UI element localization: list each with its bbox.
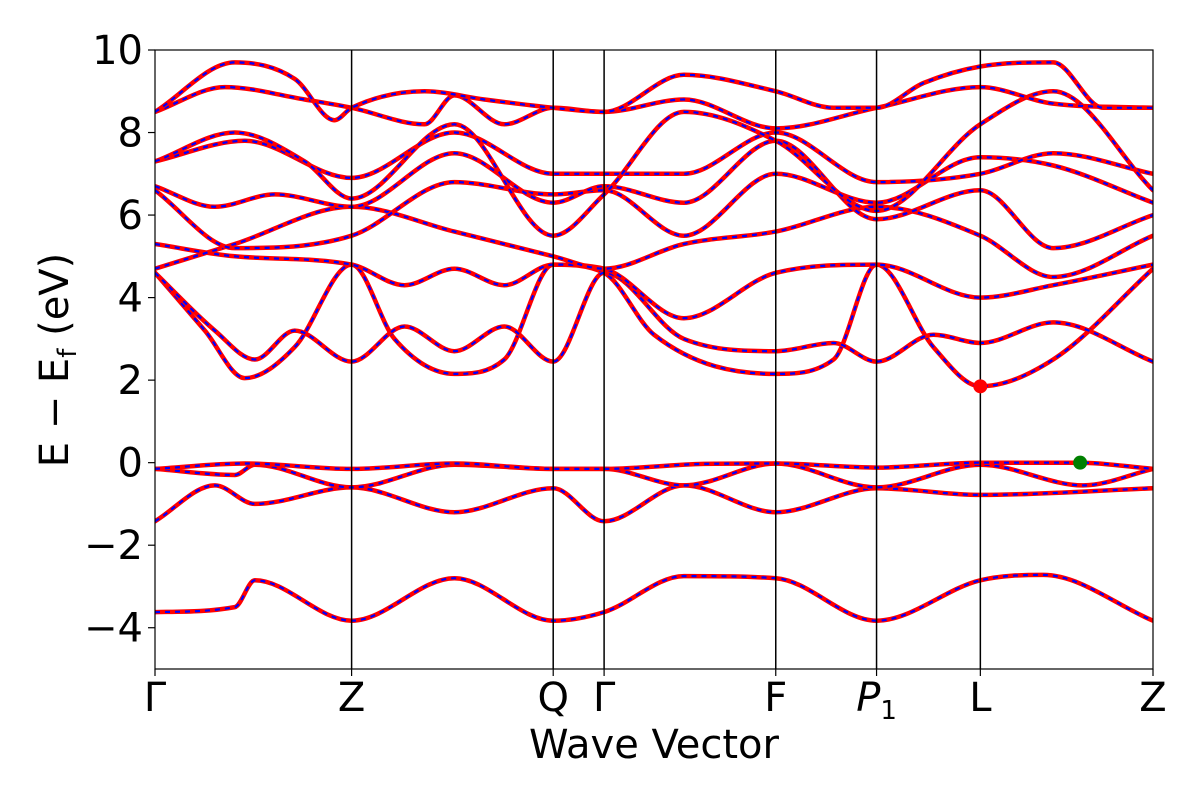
- y-tick-label: 10: [92, 28, 143, 74]
- band-line-blue: [155, 271, 1153, 363]
- band-line-blue: [155, 61, 1153, 122]
- band-line-blue: [155, 484, 1153, 523]
- band-line-red: [155, 204, 1153, 280]
- band-line-red: [155, 270, 1153, 364]
- high-symmetry-lines: [350, 50, 982, 669]
- band-line-blue: [155, 205, 1153, 279]
- band-line-red: [155, 262, 1153, 389]
- x-tick-label: F: [764, 675, 787, 721]
- band-line-red: [155, 572, 1153, 623]
- y-tick-label: 0: [118, 441, 143, 487]
- band-line-blue: [155, 85, 1153, 130]
- x-axis-ticks: Γ Z Q Γ F P1 L Z: [144, 669, 1167, 726]
- x-tick-label: Z: [338, 675, 365, 721]
- band-edge-marker: [973, 379, 988, 394]
- y-tick-label: 4: [118, 276, 143, 322]
- x-tick-label: Γ: [144, 675, 167, 721]
- y-tick-label: 6: [118, 193, 143, 239]
- y-axis-label-unit: (eV): [32, 253, 78, 349]
- x-tick-label: Z: [1139, 675, 1166, 721]
- band-line-red: [155, 483, 1153, 524]
- x-tick-label: Γ: [593, 675, 616, 721]
- band-edge-marker: [1073, 455, 1088, 470]
- x-tick-label: L: [969, 675, 992, 721]
- plot-frame: [154, 49, 1154, 670]
- x-axis-label: Wave Vector: [529, 722, 780, 768]
- band-line-red: [155, 89, 1153, 238]
- band-lines: [155, 60, 1153, 623]
- y-tick-label: −2: [84, 523, 143, 569]
- y-axis-ticks: −4 −2 0 2 4 6 8 10: [84, 28, 155, 652]
- band-line-blue: [155, 573, 1153, 622]
- band-line-blue: [155, 90, 1153, 237]
- y-tick-label: 2: [118, 358, 143, 404]
- y-axis-label: E − Ef (eV): [32, 253, 83, 468]
- y-tick-label: 8: [118, 111, 143, 157]
- x-tick-label: P1: [856, 675, 897, 726]
- y-axis-label-main: E − E: [32, 358, 78, 468]
- band-edge-markers: [973, 379, 1088, 470]
- y-axis-label-subscript: f: [53, 348, 83, 358]
- y-tick-label: −4: [84, 606, 143, 652]
- band-line-blue: [155, 263, 1153, 388]
- x-tick-label: Q: [537, 675, 568, 721]
